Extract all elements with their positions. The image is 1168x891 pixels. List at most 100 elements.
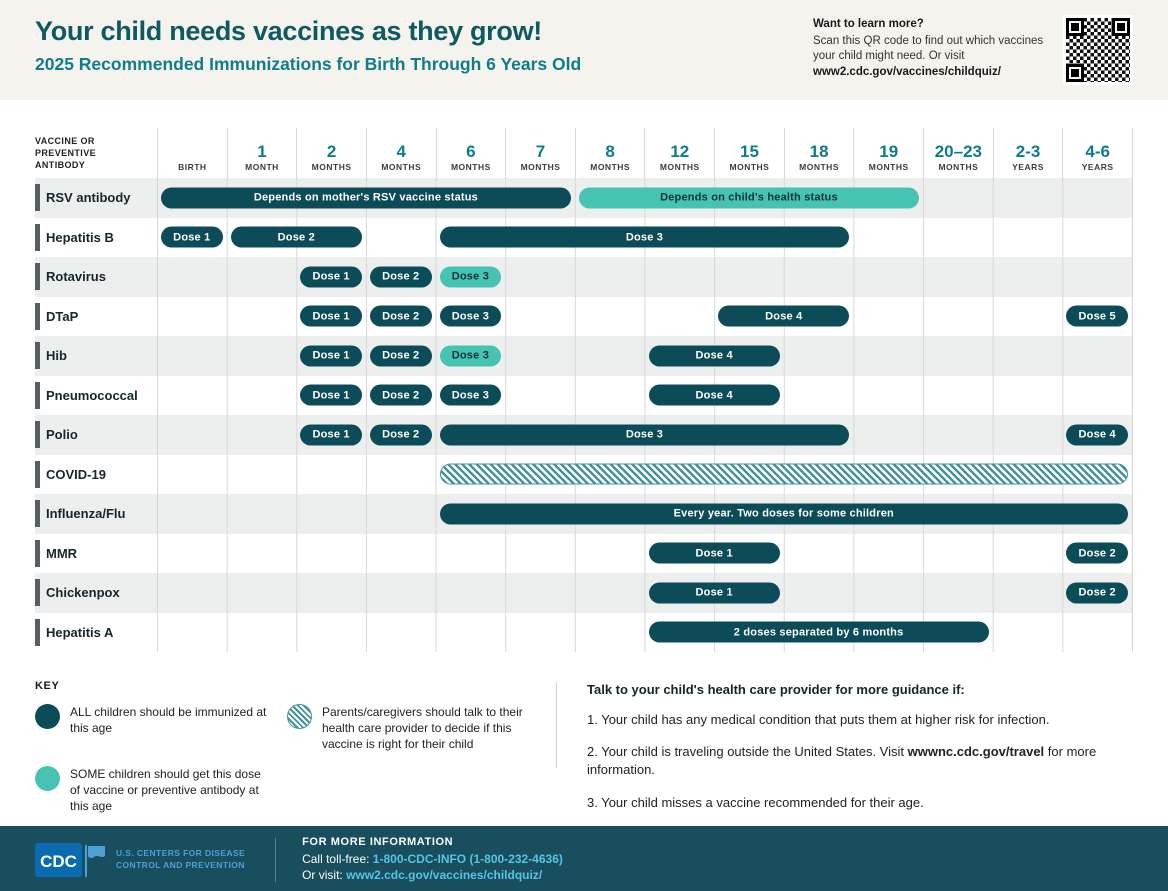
key-item: Parents/caregivers should talk to their … [287, 704, 537, 753]
dose-bar: Dose 3 [439, 266, 502, 288]
dose-bar: Dose 2 [369, 424, 432, 446]
row-accent-bar [35, 421, 40, 449]
table-row-hib: Hib Dose 1 Dose 2 Dose 3 Dose 4 [35, 336, 1133, 376]
table-row-rsv-antibody: RSV antibody Depends on mother's RSV vacc… [35, 178, 1133, 218]
key-section: KEY ALL children should be immunized at … [35, 680, 550, 826]
guidance-item: 1. Your child has any medical condition … [587, 712, 1050, 727]
qr-finder-icon [1112, 18, 1130, 36]
dose-bar: Dose 4 [648, 345, 780, 367]
dose-bar: Dose 2 [1066, 542, 1128, 564]
learn-more-block: Want to learn more? Scan this QR code to… [813, 17, 1045, 80]
row-grid: Dose 1 Dose 2 Dose 3 Dose 4 [157, 336, 1133, 376]
row-label: Hepatitis B [35, 218, 157, 258]
column-number: 4-6 [1085, 142, 1110, 161]
guidance-link[interactable]: wwwnc.cdc.gov/travel [907, 744, 1045, 760]
column-header-4: 4 MONTHS [365, 128, 436, 178]
row-label-text: Chickenpox [46, 585, 120, 601]
cdc-logo-text: CDC [40, 852, 77, 871]
column-number: 8 [605, 142, 615, 161]
column-header-1: 1 MONTH [226, 128, 297, 178]
visit-link[interactable]: www2.cdc.gov/vaccines/childquiz/ [346, 867, 543, 882]
dose-bar: Dose 3 [439, 384, 502, 406]
row-label: Hepatitis A [35, 613, 157, 653]
column-unit: BIRTH [178, 162, 207, 172]
visit-label: Or visit: [302, 867, 343, 882]
row-grid: Dose 1 Dose 2 Dose 3 Dose 4 [157, 415, 1133, 455]
dose-bar: Dose 3 [439, 345, 502, 367]
dose-bar: Dose 1 [300, 305, 362, 327]
column-header-8: 8 MONTHS [574, 128, 645, 178]
key-list: ALL children should be immunized at this… [35, 704, 550, 814]
dose-bar: Dose 4 [648, 384, 780, 406]
dose-bar: Dose 2 [230, 226, 362, 248]
table-row-hepatitis-b: Hepatitis B Dose 1 Dose 2 Dose 3 [35, 217, 1133, 258]
column-unit: MONTHS [938, 162, 979, 172]
table-row-covid-19: COVID-19 [35, 454, 1133, 494]
row-accent-bar [35, 223, 40, 251]
row-grid: Dose 1 Dose 2 Dose 3 Dose 4 [157, 375, 1133, 415]
dose-bar: Dose 1 [648, 582, 780, 604]
key-guidance-divider [556, 682, 557, 768]
guidance-item: 3. Your child misses a vaccine recommend… [587, 794, 924, 810]
table-row-chickenpox: Chickenpox Dose 1 Dose 2 [35, 573, 1133, 613]
dose-bar: Dose 3 [439, 226, 850, 248]
dose-bar: Dose 2 [369, 345, 432, 367]
row-grid: Dose 1 Dose 2 Dose 3 [157, 257, 1133, 297]
row-label: Rotavirus [35, 257, 157, 297]
column-unit: MONTHS [799, 162, 839, 172]
column-unit: MONTH [245, 162, 279, 172]
learn-more-link[interactable]: www2.cdc.gov/vaccines/childquiz/ [813, 65, 1001, 78]
row-label-text: Influenza/Flu [46, 506, 126, 522]
row-grid: Dose 1 Dose 2 Dose 3 [157, 217, 1133, 257]
row-label: Pneumococcal [35, 376, 157, 416]
page-footer: CDC U.S. CENTERS FOR DISEASE CONTROL AND… [0, 825, 1168, 891]
row-accent-bar [35, 381, 40, 409]
flag-icon [88, 845, 105, 858]
footer-divider [275, 837, 277, 882]
row-label-text: Rotavirus [46, 269, 106, 285]
qr-code [1063, 15, 1133, 85]
row-accent-bar [35, 539, 40, 567]
guidance-list: 1. Your child has any medical condition … [587, 711, 1133, 812]
column-number: 15 [739, 142, 759, 161]
column-number: 20–23 [934, 142, 982, 161]
dose-bar: Every year. Two doses for some children [439, 503, 1128, 525]
dose-bar: Dose 1 [300, 384, 362, 406]
row-label: Hib [35, 336, 157, 376]
row-label-text: MMR [46, 545, 78, 561]
table-row-polio: Polio Dose 1 Dose 2 Dose 3 Dose 4 [35, 415, 1133, 455]
row-label-text: Polio [46, 427, 78, 443]
column-unit: MONTHS [590, 162, 631, 172]
row-label: MMR [35, 534, 157, 574]
column-header-19: 19 MONTHS [853, 128, 923, 178]
row-label-text: RSV antibody [46, 190, 131, 206]
column-number: 19 [879, 142, 899, 161]
page-header: Your child needs vaccines as they grow! … [0, 0, 1168, 100]
row-label: DTaP [35, 297, 157, 337]
cdc-logo-block: CDC U.S. CENTERS FOR DISEASE CONTROL AND… [35, 841, 245, 879]
phone-label: Call toll-free: [302, 851, 370, 866]
column-header-12: 12 MONTHS [644, 128, 714, 178]
column-unit: MONTHS [729, 162, 770, 172]
dose-bar: Dose 4 [718, 305, 850, 327]
footer-visit-line: Or visit: www2.cdc.gov/vaccines/childqui… [302, 868, 563, 882]
dose-bar: Dose 1 [161, 226, 223, 248]
table-row-influenza-flu: Influenza/Flu Every year. Two doses for s… [35, 494, 1133, 534]
column-header-18: 18 MONTHS [783, 128, 854, 178]
table-row-rotavirus: Rotavirus Dose 1 Dose 2 Dose 3 [35, 257, 1133, 297]
column-number: 12 [670, 142, 690, 161]
column-header-4-6: 4-6 YEARS [1062, 128, 1133, 178]
column-number: 6 [466, 142, 476, 161]
column-unit: MONTHS [450, 162, 491, 172]
row-label-text: Hib [46, 348, 67, 364]
column-number: 2 [326, 142, 337, 161]
phone-link[interactable]: 1-800-CDC-INFO (1-800-232-4636) [372, 851, 563, 866]
table-row-hepatitis-a: Hepatitis A 2 doses separated by 6 months [35, 612, 1133, 653]
guidance-section: Talk to your child's health care provide… [557, 680, 1133, 826]
key-title: KEY [35, 680, 60, 692]
dose-bar: Dose 1 [300, 266, 362, 288]
learn-more-body: Scan this QR code to find out which vacc… [813, 34, 1044, 63]
bottom-section: KEY ALL children should be immunized at … [35, 680, 1133, 826]
dose-bar: Depends on child's health status [578, 187, 920, 209]
dose-bar [439, 463, 1128, 485]
